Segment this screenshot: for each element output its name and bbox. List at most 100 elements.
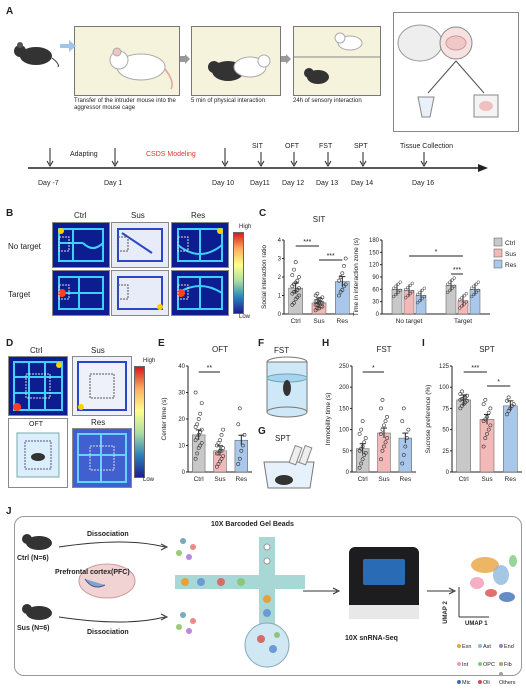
- day-label: Day11: [250, 180, 270, 187]
- data-point: [315, 291, 320, 296]
- colorbar-low: Low: [239, 314, 251, 320]
- y-tick-label: 75: [442, 406, 449, 412]
- csds-label: CSDS Modeling: [146, 151, 196, 158]
- data-point: [315, 306, 320, 311]
- data-point: [195, 451, 200, 456]
- heatmap-track: [171, 222, 229, 268]
- data-point: [292, 301, 296, 305]
- step3-caption: 24h of sensory interaction: [293, 98, 362, 104]
- y-tick-label: 125: [439, 364, 450, 370]
- umap-legend-item: Fib: [499, 661, 520, 669]
- white-mouse-icon: [109, 47, 173, 90]
- day-label: Day 16: [412, 180, 435, 187]
- event-sit: SIT: [252, 143, 263, 150]
- data-point: [338, 275, 343, 279]
- sequencer-icon: [349, 547, 419, 619]
- panel-label-f: F: [258, 338, 265, 349]
- data-point: [460, 296, 464, 300]
- umap2-label: UMAP 2: [442, 601, 449, 624]
- legend-text: Oli: [483, 680, 490, 686]
- umap-legend-item: Others: [499, 671, 520, 687]
- row-label-no-target: No target: [8, 242, 41, 251]
- data-point: [240, 443, 245, 448]
- oft-track-ctrl: [8, 356, 68, 416]
- step1-caption: Transfer of the intruder mouse into the …: [74, 98, 176, 111]
- data-point: [239, 448, 244, 453]
- y-axis-label: Social interaction ratio: [261, 245, 268, 309]
- data-point: [193, 390, 198, 395]
- snrnaseq-label: 10X snRNA-Seq: [345, 635, 398, 642]
- data-point: [297, 293, 301, 298]
- data-point: [481, 402, 486, 407]
- y-tick-label: 120: [369, 263, 380, 269]
- data-point: [221, 427, 225, 432]
- bar: [456, 399, 471, 473]
- data-point: [340, 271, 345, 276]
- x-tick-label: Ctrl: [194, 476, 205, 483]
- data-point: [382, 444, 386, 449]
- data-point: [448, 288, 452, 293]
- data-point: [199, 401, 204, 406]
- x-tick-label: No target: [396, 318, 423, 325]
- dissociation-label-bottom: Dissociation: [87, 629, 129, 636]
- black-mouse-icon: [14, 42, 59, 68]
- x-tick-label: Res: [337, 318, 349, 325]
- data-point: [320, 295, 325, 300]
- data-point: [476, 288, 480, 293]
- panel-label-i: I: [422, 338, 425, 349]
- y-tick-label: 1: [278, 294, 282, 300]
- data-point: [408, 292, 412, 296]
- arrow-icon: [180, 54, 190, 64]
- heatmap-track: [52, 222, 110, 268]
- legend-dot: [457, 644, 461, 648]
- y-tick-label: 90: [372, 275, 379, 281]
- data-point: [452, 276, 456, 280]
- data-point: [506, 409, 511, 413]
- legend-swatch: [493, 248, 503, 258]
- x-tick-label: Sus: [214, 476, 226, 483]
- y-tick-label: 4: [278, 238, 282, 244]
- chart-title: FST: [376, 345, 391, 354]
- significance-label: *: [435, 249, 438, 256]
- legend-text: Others: [499, 680, 516, 686]
- data-point: [400, 419, 405, 424]
- data-point: [193, 456, 198, 461]
- row-label-target: Target: [8, 290, 31, 299]
- oft-colorbar: [134, 366, 145, 478]
- y-tick-label: 150: [339, 406, 350, 412]
- data-point: [392, 286, 396, 290]
- data-point: [511, 402, 516, 407]
- oft-track-sus: [72, 356, 132, 416]
- data-point: [382, 423, 386, 428]
- data-point: [221, 454, 225, 459]
- divided-cage-icon: [294, 32, 380, 84]
- event-spt: SPT: [354, 143, 368, 150]
- y-tick-label: 200: [339, 385, 350, 391]
- brain-dissection-icon: [397, 24, 499, 118]
- panel-label-b: B: [6, 208, 14, 219]
- day-label: Day 12: [282, 180, 305, 187]
- ctrl-group-label: Ctrl (N=6): [17, 555, 49, 562]
- chart-title: SIT: [313, 215, 326, 224]
- experiment-timeline: [28, 148, 488, 172]
- colorbar-high: High: [239, 224, 252, 230]
- bar: [503, 405, 518, 473]
- x-tick-label: Sus: [313, 318, 325, 325]
- legend-text: Int: [462, 662, 469, 668]
- data-point: [218, 448, 222, 453]
- data-point: [452, 284, 456, 288]
- data-point: [401, 406, 406, 411]
- data-point: [237, 456, 242, 461]
- fst-immobility-chart: FST 0 50 100 150 200 250 Immobility time (s) Ctr…: [325, 345, 416, 483]
- legend-dot: [499, 672, 503, 676]
- data-point: [357, 465, 362, 470]
- legend-swatch: [493, 237, 503, 247]
- cell-dots: [176, 538, 196, 634]
- panel-label-a: A: [6, 6, 14, 17]
- data-point: [379, 431, 383, 436]
- data-point: [418, 290, 422, 295]
- oft-arena-illustration: OFT: [8, 418, 68, 488]
- data-point: [380, 427, 385, 432]
- spt-preference-chart: SPT 0 25 50 75 100 125 Sucrose preference (%) Ct…: [425, 345, 522, 483]
- data-point: [420, 288, 424, 293]
